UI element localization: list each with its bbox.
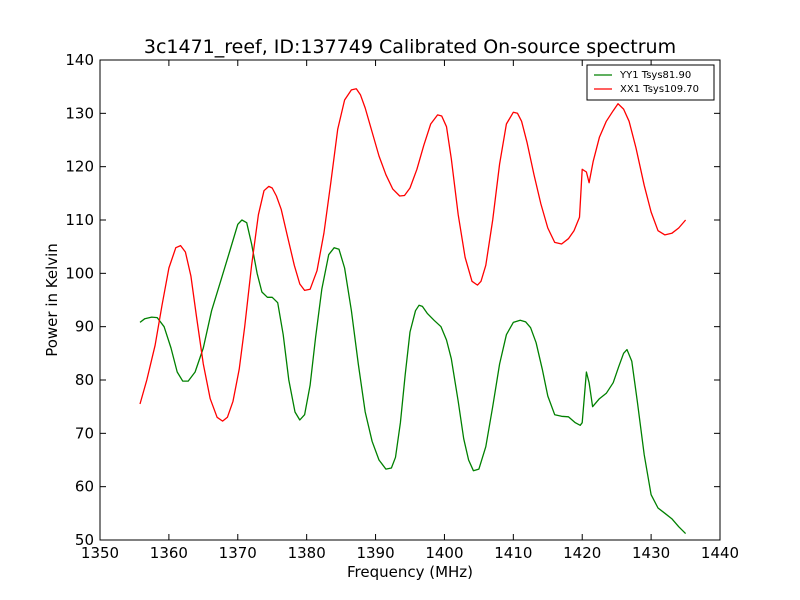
x-tick-label: 1430: [632, 544, 670, 562]
y-tick-label: 50: [75, 531, 94, 549]
y-axis: 50 60 70 80 90 100 110 120 130 140: [65, 51, 720, 549]
x-tick-label: 1400: [425, 544, 463, 562]
x-tick-label: 1380: [288, 544, 326, 562]
x-axis: 1350 1360 1370 1380 1390 1400 1410 1420 1430 1440: [81, 60, 739, 562]
series-line-xx1: [139, 88, 687, 422]
x-tick-label: 1390: [356, 544, 394, 562]
chart-title: 3c1471_reef, ID:137749 Calibrated On-sou…: [144, 36, 676, 58]
legend-label-xx1: XX1 Tsys109.70: [620, 84, 699, 95]
x-tick-label: 1440: [701, 544, 739, 562]
y-axis-label: Power in Kelvin: [43, 243, 61, 357]
x-tick-label: 1370: [219, 544, 257, 562]
plot-frame: [99, 59, 721, 541]
y-tick-label: 120: [65, 158, 94, 176]
series-layer: [139, 88, 687, 535]
y-tick-label: 80: [75, 371, 94, 389]
x-tick-label: 1420: [563, 544, 601, 562]
series-line-yy1: [139, 219, 687, 535]
y-tick-label: 90: [75, 318, 94, 336]
legend-box: [586, 64, 715, 101]
y-tick-label: 140: [65, 51, 94, 69]
y-tick-label: 110: [65, 211, 94, 229]
x-tick-label: 1360: [150, 544, 188, 562]
x-axis-label: Frequency (MHz): [347, 563, 473, 581]
legend: YY1 Tsys81.90 XX1 Tsys109.70: [586, 64, 715, 101]
y-tick-label: 60: [75, 478, 94, 496]
y-tick-label: 70: [75, 424, 94, 442]
y-tick-label: 100: [65, 264, 94, 282]
x-tick-label: 1410: [494, 544, 532, 562]
x-tick-label: 1350: [81, 544, 119, 562]
legend-label-yy1: YY1 Tsys81.90: [619, 70, 691, 81]
y-tick-label: 130: [65, 104, 94, 122]
